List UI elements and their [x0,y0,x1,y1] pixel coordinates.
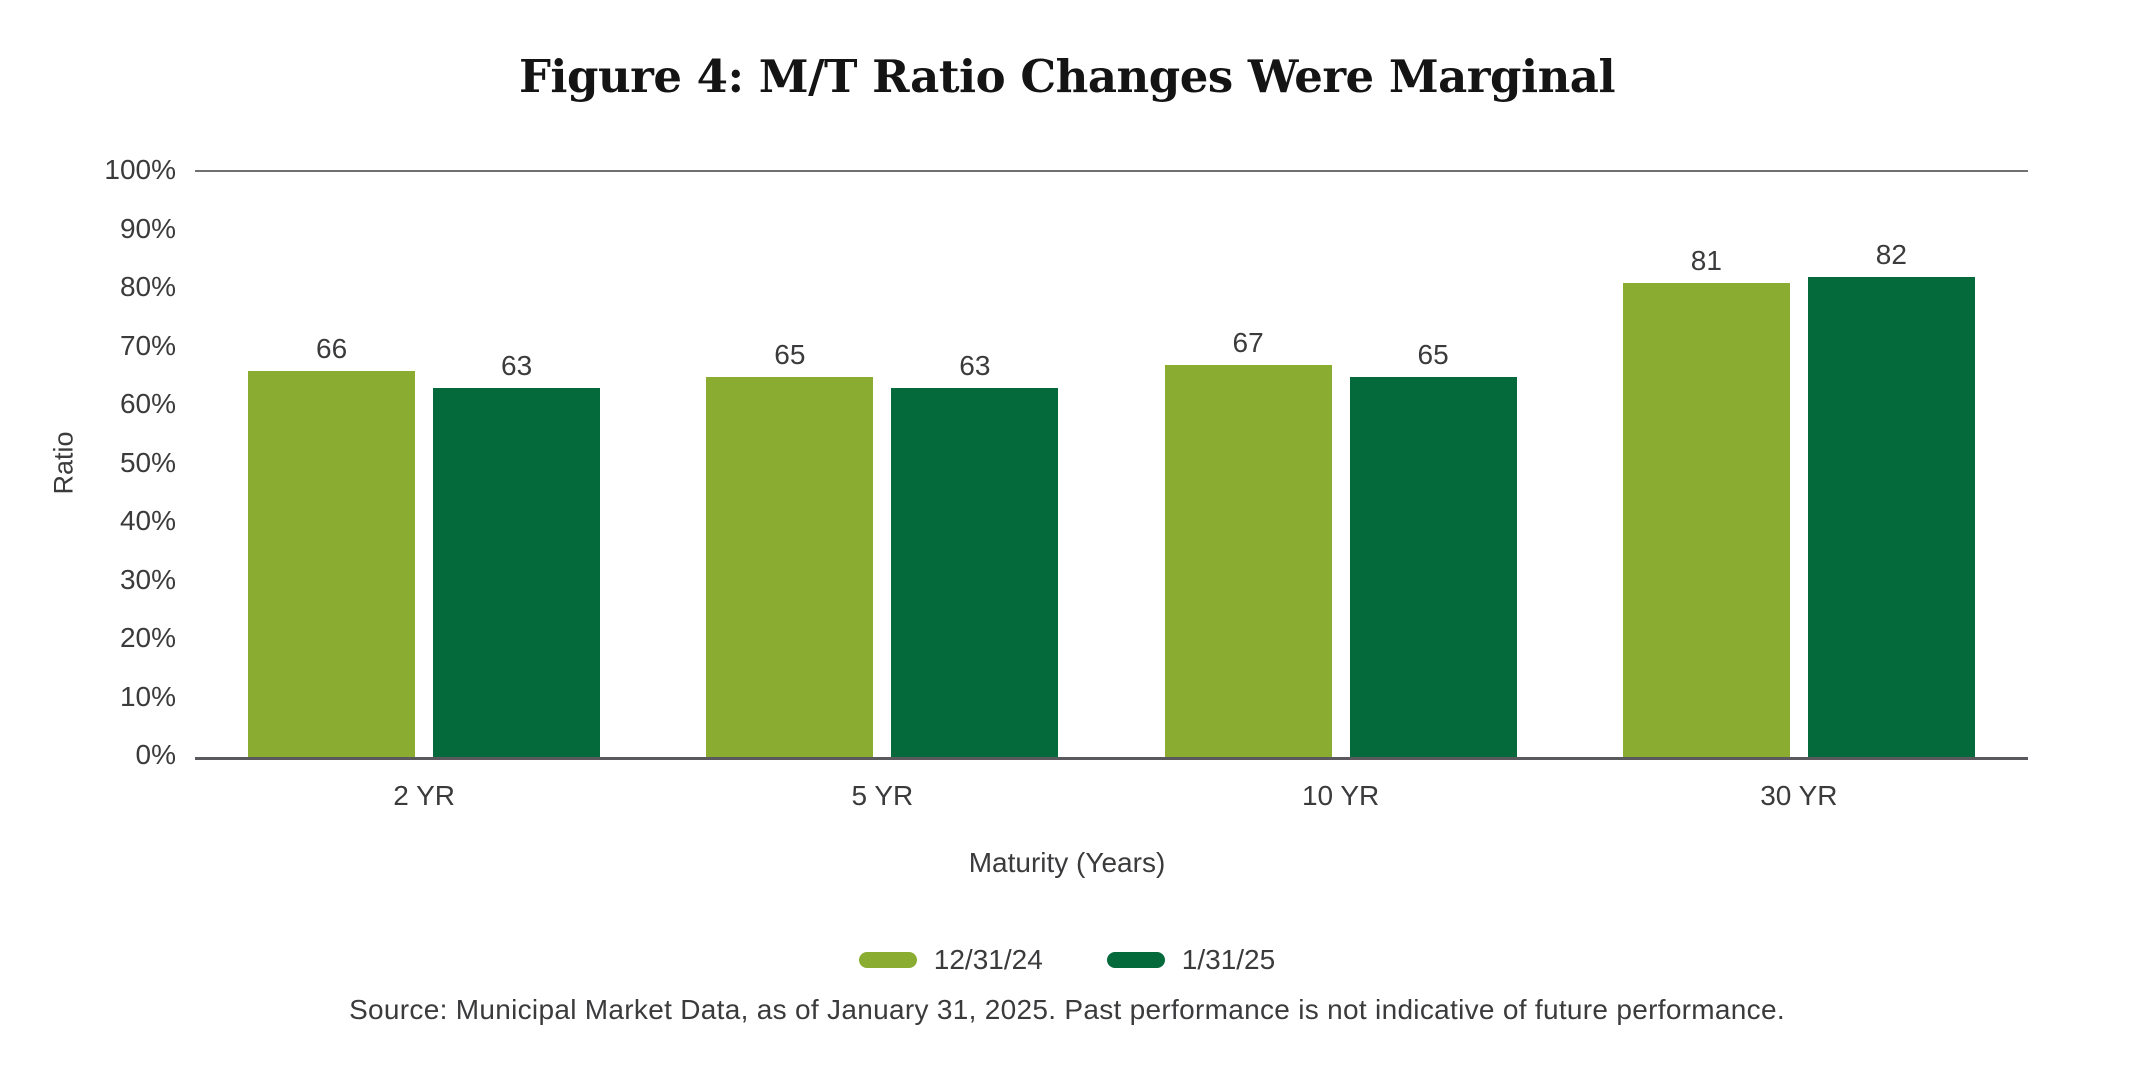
legend-label: 1/31/25 [1181,944,1276,975]
y-tick-label: 20% [119,622,176,653]
bar [1807,277,1975,757]
bar-wrap: 82 [1807,239,1975,757]
y-tick-label: 90% [119,212,176,244]
bar-value-label: 81 [1690,245,1722,277]
x-axis-labels: 2 YR 5 YR 10 YR 30 YR [195,780,2028,812]
y-tick-label: 70% [119,329,176,361]
bar-group: 65 63 [653,172,1111,757]
x-tick-label: 10 YR [1301,780,1380,811]
bar [433,388,601,757]
legend-item: 12/31/24 [858,944,1043,976]
legend-item: 1/31/25 [1106,944,1276,976]
bar-group: 81 82 [1570,172,2028,757]
bar [891,388,1059,757]
bar [1349,376,1517,757]
bar-wrap: 63 [433,350,601,757]
legend-swatch [858,952,917,968]
bar-group: 67 65 [1112,172,1570,757]
legend: 12/31/24 1/31/25 [0,944,2134,976]
bar [1164,365,1332,757]
bar [248,370,416,757]
y-tick-label: 30% [119,563,176,595]
y-axis-ticks: 100% 90% 80% 70% 60% 50% 40% 30% 20% 10% 0% [0,154,176,770]
bar [706,376,874,757]
bar-group: 66 63 [195,172,653,757]
bar-value-label: 63 [501,350,533,382]
bar-value-label: 67 [1232,327,1264,359]
source-note: Source: Municipal Market Data, as of Jan… [349,994,1785,1025]
y-tick-label: 60% [119,388,176,419]
bar-wrap: 67 [1164,327,1332,757]
chart-title: Figure 4: M/T Ratio Changes Were Margina… [518,50,1616,103]
x-tick-label: 30 YR [1760,780,1838,811]
bar-wrap: 66 [248,332,416,757]
x-tick-label: 2 YR [393,780,455,811]
y-tick-label: 80% [119,271,176,302]
y-tick-label: 40% [119,505,176,536]
x-tick-label: 5 YR [851,780,914,811]
bar-wrap: 65 [1349,338,1517,757]
bar-wrap: 65 [706,338,874,757]
bar-value-label: 65 [774,338,806,370]
bar-value-label: 63 [959,350,991,382]
plot-area: 66 63 65 63 67 65 81 82 [195,170,2028,760]
legend-swatch [1106,952,1165,968]
bar-wrap: 81 [1622,245,1790,757]
bar-value-label: 82 [1875,239,1907,271]
y-tick-label: 0% [135,739,176,770]
bar-value-label: 65 [1417,338,1449,370]
bar-value-label: 66 [316,332,348,364]
y-tick-label: 10% [119,680,176,712]
bar [1622,283,1790,757]
legend-label: 12/31/24 [933,944,1043,975]
y-tick-label: 50% [119,446,176,478]
bar-wrap: 63 [891,350,1059,757]
y-tick-label: 100% [104,154,176,185]
x-axis-title: Maturity (Years) [968,847,1166,878]
